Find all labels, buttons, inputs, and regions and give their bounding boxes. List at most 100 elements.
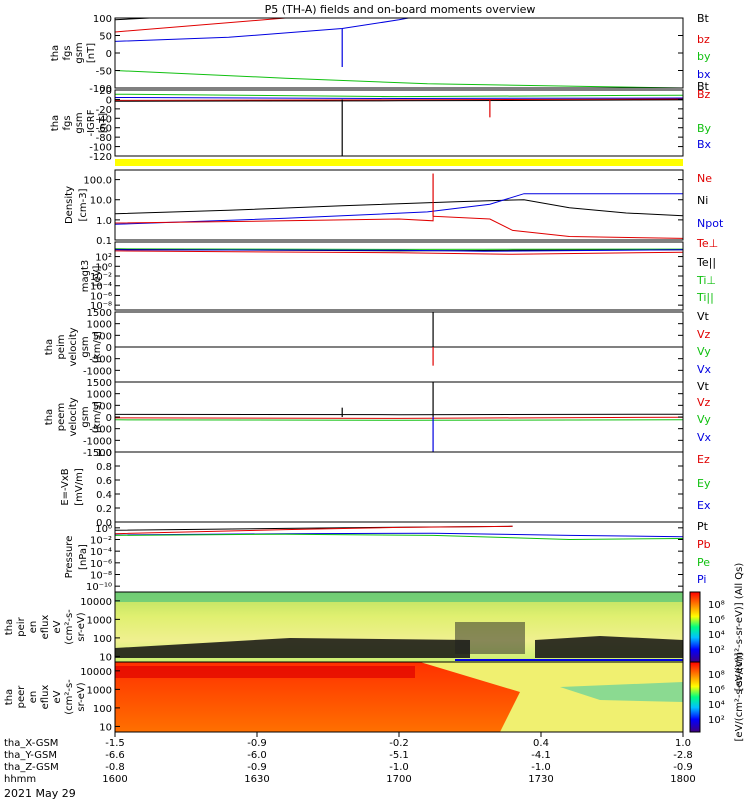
y-tick-label: 1000 (87, 615, 112, 626)
electron-flux-yellow-region (420, 662, 683, 732)
panel-density: 100.0 10.0 1.0 0.1 Density [cm-3] Ne Ni Npot (64, 169, 724, 247)
y-tick-label: 0.2 (96, 504, 112, 515)
y-axis-label: sr-eV) (76, 612, 87, 641)
y-tick-label: 1500 (87, 378, 112, 389)
y-tick-label: -100 (89, 84, 112, 95)
legend-Vx: Vx (697, 363, 712, 376)
legend-bx: bx (697, 68, 711, 81)
series-By (115, 93, 683, 98)
legend-Bt: Bt (697, 12, 710, 25)
x-row-value: -4.1 (531, 750, 551, 761)
legend-bz: bz (697, 33, 710, 46)
legend-Vt: Vt (697, 310, 710, 323)
y-axis-label: Density (64, 186, 75, 224)
legend-Vz: Vz (697, 328, 711, 341)
series-Vz (115, 416, 683, 419)
y-tick-label: 50 (99, 32, 112, 43)
panel-frame (114, 381, 684, 453)
colorbar-tick-label: 10² (708, 715, 725, 726)
y-axis-label: en (28, 691, 39, 704)
y-axis-label: tha (44, 339, 55, 355)
y-tick-label: 1.0 (96, 448, 112, 459)
y-tick-label: 1.0 (96, 216, 112, 227)
y-axis-label: gsm (80, 406, 91, 427)
y-tick-label: 10 (99, 722, 112, 733)
legend-Ti||: Ti|| (696, 291, 714, 304)
y-tick-label: 0.4 (96, 490, 112, 501)
y-tick-label: 10⁻⁴ (90, 282, 112, 293)
y-tick-label: 100.0 (83, 176, 112, 187)
colorbar-tick-label: 10⁸ (708, 670, 725, 681)
x-row-value: 1800 (670, 774, 695, 785)
y-tick-label: 1000 (87, 685, 112, 696)
series-Vy (115, 419, 683, 421)
legend-Bt: Bt (697, 80, 710, 93)
legend-Ex: Ex (697, 499, 711, 512)
y-tick-label: 0 (106, 343, 112, 354)
y-tick-label: 100 (93, 704, 112, 715)
legend-Pi: Pi (697, 573, 706, 586)
panel-frame (114, 89, 684, 157)
y-tick-label: 10⁻⁴ (90, 547, 112, 558)
colorbar-label: [eV/(cm²-s-sr-eV)] (734, 652, 745, 741)
series-bz (115, 18, 291, 33)
x-row-value: -6.6 (105, 750, 125, 761)
panel-frame (114, 241, 684, 311)
series-by (115, 70, 683, 88)
legend-Pe: Pe (697, 556, 710, 569)
x-row-label: tha_Z-GSM (4, 762, 59, 773)
series-Bz (115, 98, 683, 101)
y-tick-label: 20 (99, 86, 112, 97)
x-row-value: -0.9 (673, 762, 693, 773)
y-tick-label: 0 (106, 49, 112, 60)
y-tick-label: -500 (89, 425, 112, 436)
x-row-label: hhmm (4, 774, 36, 785)
y-tick-label: 0.6 (96, 476, 112, 487)
panel-density-series (115, 173, 683, 239)
series-Pe (115, 533, 683, 541)
electron-flux-high-band (115, 666, 415, 678)
legend-Te||: Te|| (696, 256, 716, 269)
colorbar-tick-label: 10⁶ (708, 615, 725, 626)
y-tick-label: -1000 (83, 436, 112, 447)
x-row-value: 0.4 (533, 738, 549, 749)
panel-fgs-gsm-dB-series (115, 93, 683, 156)
yellow-flag-bar (115, 159, 683, 166)
panel-temperature-series (115, 248, 683, 255)
legend-Vt: Vt (697, 380, 710, 393)
x-row-value: -0.8 (105, 762, 125, 773)
y-axis-label: peer (16, 685, 27, 709)
y-tick-label: -1000 (83, 366, 112, 377)
y-axis-label: [km/s] (92, 331, 103, 363)
date-label: 2021 May 29 (4, 787, 76, 800)
series-Bt (115, 99, 683, 102)
y-tick-label: 10000 (80, 667, 112, 678)
y-tick-label: -500 (89, 355, 112, 366)
y-tick-label: 100 (93, 634, 112, 645)
y-axis-label: (cm²-s- (64, 679, 75, 715)
series-Te⊥ (115, 250, 683, 255)
y-tick-label: 500 (93, 401, 112, 412)
ion-flux-gap (455, 622, 525, 654)
x-axis-block: tha_X-GSM -1.5 -0.9 -0.2 0.4 1.0 tha_Y-GSM -6.6… (4, 732, 696, 785)
y-tick-label: 10 (99, 652, 112, 663)
y-tick-label: -40 (96, 114, 112, 125)
y-axis-label: [nT] (86, 43, 97, 63)
series-Bx (115, 97, 683, 100)
colorbar-tick-label: 10⁴ (708, 630, 725, 641)
x-row-value: 1730 (528, 774, 553, 785)
y-axis-label: [eV] (92, 266, 103, 287)
series-Pb (115, 525, 513, 535)
y-axis-label: fgs (62, 115, 73, 130)
legend-Ti⊥: Ti⊥ (696, 274, 716, 287)
panel-fgs-gsm: 100 50 0 -50 -100 tha fgs gsm [nT] Bt bz by bx (50, 12, 711, 95)
y-axis-label: eV (52, 690, 63, 703)
x-row-value: -1.0 (389, 762, 409, 773)
y-tick-label: 10⁰ (95, 524, 112, 535)
series-Npot (115, 193, 683, 225)
y-axis-label: Pressure (64, 536, 75, 579)
